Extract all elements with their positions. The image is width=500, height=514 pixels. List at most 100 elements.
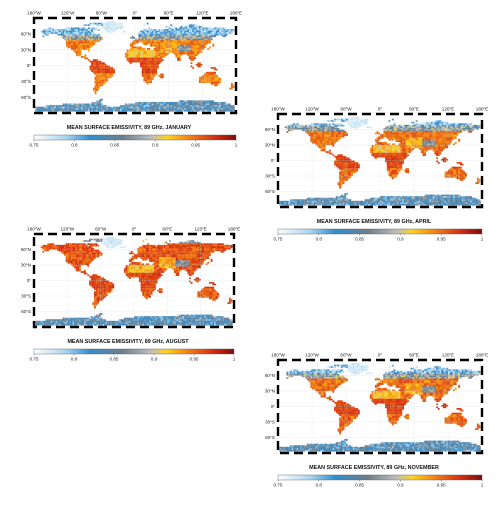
longitude-label: 120oE: [442, 106, 454, 112]
latitude-label: 30oN: [21, 262, 31, 268]
graticule: [278, 114, 482, 207]
colorbar-tick-label: 0.75: [274, 237, 283, 242]
colorbar-tick-label: 1: [481, 483, 484, 488]
colorbar-tick-label: 0.8: [71, 143, 78, 148]
colorbar-tick-label: 0.75: [30, 357, 39, 362]
latitude-label: 30oS: [265, 173, 275, 179]
longitude-label: 180oW: [271, 106, 285, 112]
map-frame: [32, 232, 236, 329]
latitude-label: 30oN: [265, 142, 275, 148]
longitude-label: 60oW: [340, 352, 352, 358]
colorbar: [277, 228, 483, 235]
emissivity-field: [34, 21, 237, 112]
colorbar-tick-label: 0.95: [437, 483, 446, 488]
emissivity-field: [278, 363, 483, 452]
longitude-label: 120oW: [305, 352, 319, 358]
colorbar: [33, 348, 235, 355]
colorbar-tick-label: 0.85: [110, 143, 119, 148]
colorbar-tick-label: 1: [235, 143, 238, 148]
latitude-label: 30oS: [21, 293, 31, 299]
colorbar-tick-label: 0.8: [316, 483, 323, 488]
emissivity-field: [278, 117, 483, 206]
colorbar-tick-label: 0.85: [355, 237, 364, 242]
colorbar-tick-label: 1: [481, 237, 484, 242]
map-frame: [276, 358, 484, 455]
graticule: [278, 360, 482, 453]
latitude-labels: 60oN 30oN 0o 30oS 60oS: [265, 372, 275, 440]
longitude-label: 0o: [133, 10, 138, 16]
latitude-label: 0o: [27, 277, 32, 283]
longitude-label: 60oE: [164, 10, 174, 16]
latitude-label: 60oS: [265, 188, 275, 194]
longitude-label: 120oE: [194, 226, 206, 232]
longitude-label: 180oW: [271, 352, 285, 358]
colorbar-tick-label: 0.75: [30, 143, 39, 148]
longitude-label: 60oW: [340, 106, 352, 112]
emissivity-field: [34, 237, 235, 326]
latitude-labels: 60oN 30oN 0o 30oS 60oS: [21, 246, 31, 314]
colorbar-tick-label: 0.9: [397, 237, 404, 242]
colorbar-labels: 0.75 0.8 0.85 0.9 0.95 1: [274, 480, 484, 488]
latitude-label: 30oN: [21, 46, 31, 52]
longitude-label: 60oW: [96, 10, 108, 16]
latitude-label: 60oS: [21, 308, 31, 314]
panel-title: MEAN SURFACE EMISSIVITY, 89 GHz, JANUARY: [67, 125, 192, 131]
colorbar-tick-label: 0.8: [71, 357, 78, 362]
colorbar-tick-label: 0.9: [152, 143, 159, 148]
map-figure: 180oW 120oW 60oW 0o 60oE 120oE 180oE 60oN 30oN 0o…: [265, 352, 488, 488]
latitude-label: 0o: [271, 157, 276, 163]
colorbar-tick-label: 0.95: [437, 237, 446, 242]
map-figure: 180oW 120oW 60oW 0o 60oE 120oE 180oE 60oN 30oN 0o…: [21, 10, 242, 148]
colorbar-tick-label: 0.9: [397, 483, 404, 488]
colorbar-tick-label: 0.8: [316, 237, 323, 242]
graticule: [34, 234, 234, 327]
map-panel-april: 180oW 120oW 60oW 0o 60oE 120oE 180oE 60oN 30oN 0o…: [262, 104, 488, 247]
latitude-label: 60oN: [265, 126, 275, 132]
longitude-label: 60oE: [162, 226, 172, 232]
colorbar-tick-label: 0.75: [274, 483, 283, 488]
latitude-labels: 60oN 30oN 0o 30oS 60oS: [265, 126, 275, 194]
longitude-label: 120oE: [196, 10, 208, 16]
latitude-label: 30oN: [265, 388, 275, 394]
colorbar-tick-label: 0.85: [355, 483, 364, 488]
longitude-label: 60oW: [95, 226, 107, 232]
latitude-label: 60oS: [265, 434, 275, 440]
map-panel-november: 180oW 120oW 60oW 0o 60oE 120oE 180oE 60oN 30oN 0o…: [262, 350, 488, 493]
latitude-label: 30oS: [265, 419, 275, 425]
colorbar-tick-label: 0.95: [191, 143, 200, 148]
longitude-label: 180oE: [228, 226, 240, 232]
map-frame: [276, 112, 484, 209]
colorbar-labels: 0.75 0.8 0.85 0.9 0.95 1: [30, 140, 238, 148]
longitude-label: 180oW: [27, 10, 41, 16]
latitude-label: 60oN: [21, 246, 31, 252]
graticule: [34, 18, 236, 113]
map-figure: 180oW 120oW 60oW 0o 60oE 120oE 180oE 60oN 30oN 0o…: [265, 106, 488, 242]
longitude-label: 120oE: [442, 352, 454, 358]
colorbar-labels: 0.75 0.8 0.85 0.9 0.95 1: [274, 234, 484, 242]
colorbar-tick-label: 1: [233, 357, 236, 362]
longitude-label: 120oW: [60, 226, 74, 232]
longitude-label: 180oE: [476, 352, 488, 358]
colorbar: [277, 474, 483, 481]
colorbar-tick-label: 0.9: [151, 357, 158, 362]
colorbar: [33, 134, 237, 141]
colorbar-tick-label: 0.95: [190, 357, 199, 362]
latitude-label: 60oN: [265, 372, 275, 378]
longitude-label: 180oW: [27, 226, 41, 232]
latitude-labels: 60oN 30oN 0o 30oS 60oS: [21, 31, 31, 100]
colorbar-labels: 0.75 0.8 0.85 0.9 0.95 1: [30, 354, 236, 362]
panel-title: MEAN SURFACE EMISSIVITY, 89 GHz, AUGUST: [67, 339, 189, 345]
latitude-label: 60oS: [21, 94, 31, 100]
longitude-labels: 180oW 120oW 60oW 0o 60oE 120oE 180oE: [27, 226, 240, 232]
longitude-label: 60oE: [409, 106, 419, 112]
panel-title: MEAN SURFACE EMISSIVITY, 89 GHz, APRIL: [317, 219, 432, 225]
longitude-label: 60oE: [409, 352, 419, 358]
panel-title: MEAN SURFACE EMISSIVITY, 89 GHz, NOVEMBE…: [309, 465, 439, 471]
latitude-label: 60oN: [21, 31, 31, 37]
map-frame: [32, 16, 238, 115]
map-figure: 180oW 120oW 60oW 0o 60oE 120oE 180oE 60oN 30oN 0o…: [21, 226, 240, 362]
longitude-label: 0o: [378, 352, 383, 358]
colorbar-tick-label: 0.85: [110, 357, 119, 362]
map-panel-august: 180oW 120oW 60oW 0o 60oE 120oE 180oE 60oN 30oN 0o…: [18, 224, 240, 367]
map-panel-january: 180oW 120oW 60oW 0o 60oE 120oE 180oE 60oN 30oN 0o…: [18, 8, 242, 153]
